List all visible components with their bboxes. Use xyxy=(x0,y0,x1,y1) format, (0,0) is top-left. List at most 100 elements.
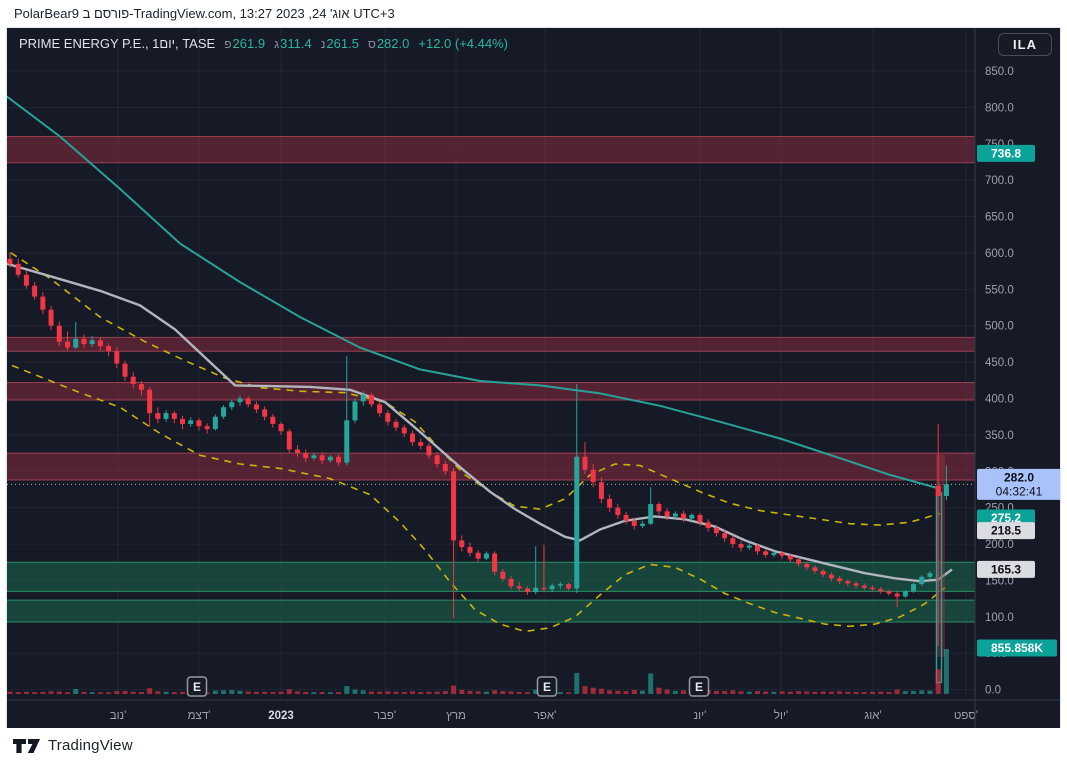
candle-body xyxy=(97,340,103,347)
candle-body xyxy=(763,551,769,555)
price-chart[interactable]: E E E נוב' דצמ' 2023 פבר' מרץ אפר' יונ' יול' אוג' ספ… xyxy=(0,28,1061,728)
candle-body xyxy=(130,376,136,384)
price-axis-tick[interactable]: 800.0 xyxy=(985,102,1014,114)
candle-body xyxy=(253,404,259,410)
earnings-badge[interactable] xyxy=(536,676,558,697)
candle-body xyxy=(689,514,695,519)
price-axis-tick[interactable]: 350.0 xyxy=(985,430,1014,442)
time-axis-label[interactable]: 2023 xyxy=(268,710,294,722)
candle-body xyxy=(853,583,859,586)
price-axis-tick[interactable]: 850.0 xyxy=(985,66,1014,78)
candle-body xyxy=(114,351,120,364)
volume-bar xyxy=(221,690,227,694)
volume-bar xyxy=(894,689,900,694)
candle-body xyxy=(746,545,752,548)
time-axis[interactable]: נוב' דצמ' 2023 פבר' מרץ אפר' יונ' יול' אוג' ספט' xyxy=(110,709,978,722)
price-axis-tick[interactable]: 200.0 xyxy=(985,539,1014,551)
volume-bar xyxy=(713,690,719,694)
candle-body xyxy=(664,511,670,517)
price-axis-tick[interactable]: 100.0 xyxy=(985,612,1014,624)
price-badge-label: 736.8 xyxy=(991,146,1021,160)
close-label: ס xyxy=(367,37,376,51)
time-axis-label[interactable]: אוג' xyxy=(864,710,881,722)
candlestick-series[interactable] xyxy=(7,252,949,646)
volume-bar xyxy=(155,691,161,694)
price-badge xyxy=(977,639,1057,657)
volume-bar xyxy=(730,690,736,694)
volume-bar xyxy=(787,691,793,694)
candle-body xyxy=(648,504,654,524)
price-axis-tick[interactable]: 550.0 xyxy=(985,284,1014,296)
earnings-badge[interactable] xyxy=(688,676,710,697)
volume-bar xyxy=(319,692,325,694)
attribution-text: PolarBear9 פורסם ב-TradingView.com, 13:2… xyxy=(0,0,1067,28)
volume-bar xyxy=(106,692,112,694)
time-axis-label[interactable]: דצמ' xyxy=(188,710,211,722)
volume-bar xyxy=(32,692,38,694)
candle-body xyxy=(360,394,366,402)
earnings-badge[interactable] xyxy=(186,676,208,697)
candle-body xyxy=(204,426,210,430)
symbol-flag-badge[interactable]: ILA xyxy=(998,33,1052,56)
candle-body xyxy=(196,420,202,427)
ma-slow-line xyxy=(0,90,941,490)
volume-bar xyxy=(681,690,687,694)
volume-bar xyxy=(812,691,818,694)
volume-bar xyxy=(336,692,342,694)
candle-body xyxy=(434,455,440,465)
footer-brand-text[interactable]: TradingView xyxy=(48,737,133,754)
candle-body xyxy=(672,513,678,517)
price-axis-tick[interactable]: 650.0 xyxy=(985,212,1014,224)
time-axis-label[interactable]: מרץ xyxy=(446,710,466,722)
support-zone xyxy=(7,562,975,592)
candle-body xyxy=(467,546,473,553)
time-axis-label[interactable]: אפר' xyxy=(534,710,557,722)
time-axis-label[interactable]: פבר' xyxy=(374,710,396,722)
volume-bar xyxy=(492,690,498,694)
candle-body xyxy=(845,581,851,584)
volume-bar xyxy=(631,689,637,694)
volume-bar xyxy=(516,691,522,694)
price-axis-tick[interactable]: 150.0 xyxy=(985,575,1014,587)
price-badge xyxy=(977,144,1035,162)
price-axis-tick[interactable]: 600.0 xyxy=(985,248,1014,260)
resistance-zone xyxy=(7,453,975,481)
tradingview-logo-icon[interactable] xyxy=(13,738,41,754)
candle-body xyxy=(262,409,268,417)
candle-body xyxy=(779,552,785,556)
candle-body xyxy=(516,586,522,589)
volume-bar xyxy=(919,690,925,694)
candle-body xyxy=(886,591,892,594)
volume-bar xyxy=(672,690,678,694)
candle-body xyxy=(935,485,941,497)
time-axis-label[interactable]: יונ' xyxy=(694,710,707,722)
price-axis-tick[interactable]: 400.0 xyxy=(985,394,1014,406)
candle-body xyxy=(426,445,432,456)
last-price-label: 282.0 xyxy=(1004,470,1034,484)
high-value: 311.4 xyxy=(280,36,312,51)
time-axis-label[interactable]: יול' xyxy=(774,709,788,722)
candle-body xyxy=(138,383,144,390)
time-axis-label[interactable]: ספט' xyxy=(954,710,978,722)
candle-body xyxy=(623,514,629,521)
volume-bar xyxy=(426,691,432,694)
volume-bar xyxy=(294,691,300,694)
candle-body xyxy=(385,413,391,422)
volume-bar xyxy=(738,691,744,694)
price-badge-label: 218.5 xyxy=(991,524,1021,538)
volume-bar xyxy=(278,691,284,694)
price-axis-tick[interactable]: 500.0 xyxy=(985,321,1014,333)
price-axis-tick[interactable]: 700.0 xyxy=(985,175,1014,187)
time-axis-label[interactable]: נוב' xyxy=(110,710,127,722)
candle-body xyxy=(188,420,194,424)
price-axis-tick[interactable]: 0.0 xyxy=(985,685,1001,697)
volume-bar xyxy=(253,691,259,694)
volume-bar xyxy=(303,691,309,694)
price-axis-tick[interactable]: 450.0 xyxy=(985,357,1014,369)
candle-body xyxy=(911,584,917,592)
volume-bar xyxy=(853,691,859,694)
price-badge-label: 165.3 xyxy=(991,562,1021,576)
volume-bar xyxy=(451,685,457,694)
volume-bar xyxy=(97,692,103,694)
